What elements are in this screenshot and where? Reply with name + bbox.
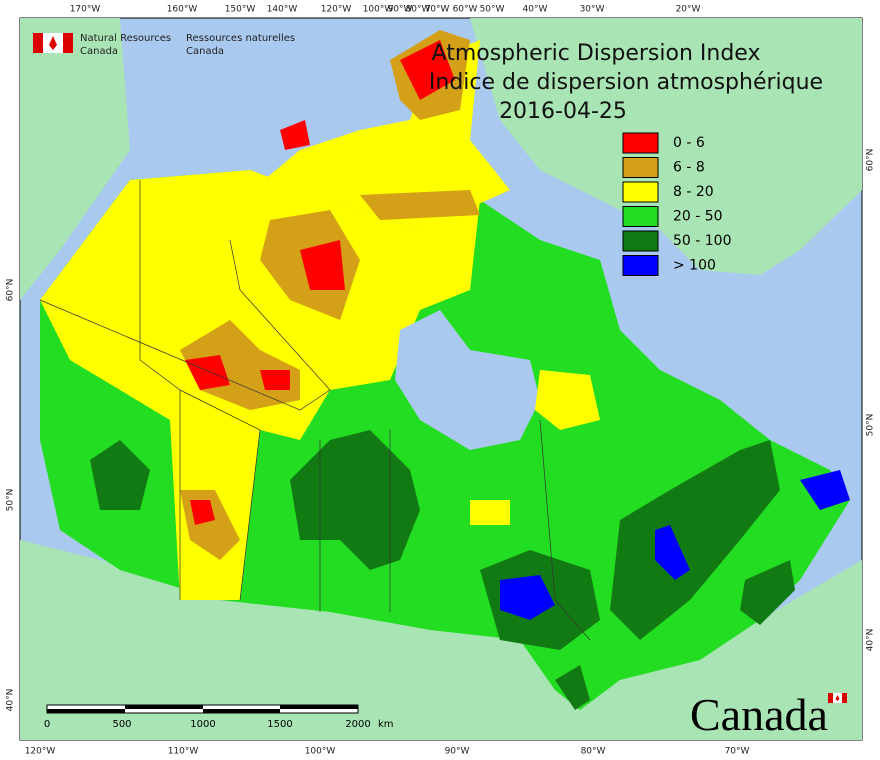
agency-fr: Ressources naturelles bbox=[186, 33, 295, 44]
province-borders bbox=[39, 180, 591, 641]
legend-swatch bbox=[622, 157, 659, 178]
graticule-label: 150°W bbox=[225, 5, 256, 15]
graticule-label: 60°N bbox=[866, 149, 876, 172]
graticule-label: 20°W bbox=[676, 5, 701, 15]
title-en: Atmospheric Dispersion Index bbox=[432, 41, 761, 66]
graticule-label: 90°W bbox=[445, 747, 470, 757]
graticule-label: 170°W bbox=[70, 5, 101, 15]
agency-en: Canada bbox=[80, 46, 118, 57]
legend-swatch bbox=[622, 230, 659, 252]
scale-label: 0 bbox=[44, 719, 50, 730]
graticule-label: 50°N bbox=[866, 414, 876, 437]
graticule-label: 70°W bbox=[725, 747, 750, 757]
graticule-label: 40°N bbox=[866, 629, 876, 652]
graticule-label: 40°N bbox=[6, 689, 16, 712]
graticule-label: 100°W bbox=[305, 747, 336, 757]
legend-label: 0 - 6 bbox=[673, 135, 705, 151]
graticule-label: 140°W bbox=[267, 5, 298, 15]
graticule-label: 90°W bbox=[388, 5, 413, 15]
graticule-label: 80°W bbox=[581, 747, 606, 757]
graticule-label: 120°W bbox=[25, 747, 56, 757]
graticule-label: 160°W bbox=[167, 5, 198, 15]
legend-swatch bbox=[622, 206, 659, 227]
legend-label: 20 - 50 bbox=[673, 209, 723, 225]
graticule-label: 40°W bbox=[523, 5, 548, 15]
legend-swatch bbox=[622, 132, 659, 154]
graticule-label: 50°W bbox=[480, 5, 505, 15]
graticule-label: 60°W bbox=[453, 5, 478, 15]
legend-swatch bbox=[622, 181, 659, 203]
map-date: 2016-04-25 bbox=[499, 99, 627, 124]
logo-flag bbox=[33, 33, 847, 703]
graticule-label: 50°N bbox=[6, 489, 16, 512]
scale-bar bbox=[46, 704, 359, 714]
graticule-label: 100°W bbox=[363, 5, 394, 15]
legend-label: 8 - 20 bbox=[673, 184, 714, 200]
scale-label: 500 bbox=[112, 719, 131, 730]
map-land bbox=[20, 18, 862, 740]
graticule-label: 110°W bbox=[168, 747, 199, 757]
scale-label: 2000 bbox=[345, 719, 370, 730]
graticule-label: 60°N bbox=[6, 279, 16, 302]
legend-label: 50 - 100 bbox=[673, 233, 732, 249]
scale-label: 1000 bbox=[190, 719, 215, 730]
legend-swatch bbox=[622, 255, 659, 276]
scale-label: 1500 bbox=[267, 719, 292, 730]
scale-unit: km bbox=[378, 719, 394, 730]
legend-label: > 100 bbox=[673, 258, 716, 274]
agency-fr: Canada bbox=[186, 46, 224, 57]
agency-en: Natural Resources bbox=[80, 33, 171, 44]
graticule-label: 70°W bbox=[425, 5, 450, 15]
graticule-label: 30°W bbox=[580, 5, 605, 15]
graticule-label: 80°W bbox=[406, 5, 431, 15]
title-fr: Indice de dispersion atmosphérique bbox=[429, 70, 823, 95]
graticule-label: 120°W bbox=[321, 5, 352, 15]
wordmark: Canada bbox=[690, 689, 828, 740]
legend-label: 6 - 8 bbox=[673, 160, 705, 176]
